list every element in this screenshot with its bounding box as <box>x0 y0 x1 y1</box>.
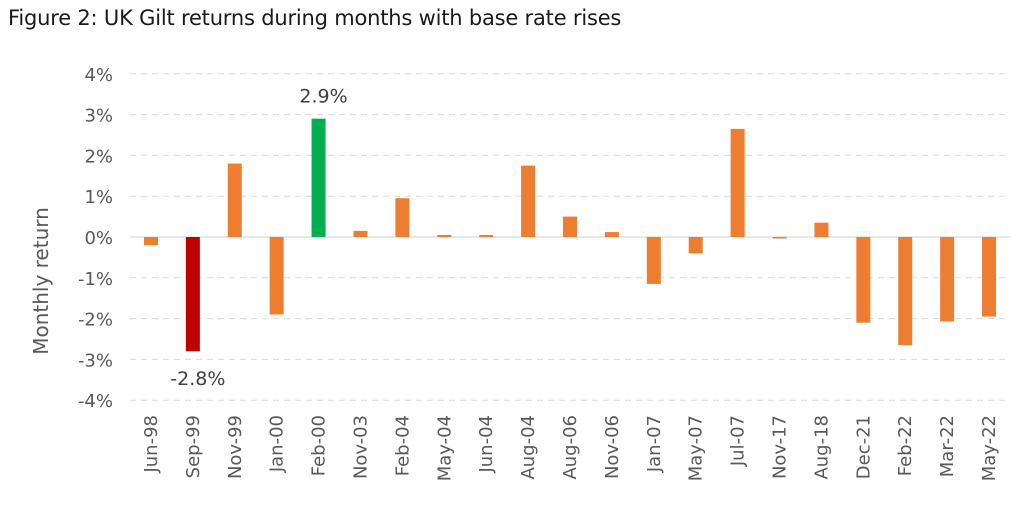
x-tick-label: Nov-17 <box>770 415 791 479</box>
y-tick-label: 1% <box>84 187 113 208</box>
x-axis-ticks: Jun-98 Sep-99 Nov-99 Jan-00 Feb-00 Nov-03 Feb-… <box>141 415 1000 481</box>
bar-Jan-07 <box>646 237 661 284</box>
x-tick-label: May-04 <box>434 415 455 481</box>
bar-May-22 <box>982 237 997 317</box>
bar-Jan-00 <box>269 237 284 315</box>
bar-Feb-00 <box>311 118 326 237</box>
x-tick-label: Jan-07 <box>644 415 665 473</box>
y-tick-label: 0% <box>84 228 113 249</box>
gridlines <box>130 73 1010 401</box>
x-tick-label: May-22 <box>979 415 1000 481</box>
x-tick-label: May-07 <box>686 415 707 481</box>
x-tick-label: Jun-04 <box>476 415 497 474</box>
x-tick-label: Nov-06 <box>602 415 623 479</box>
x-tick-label: Jun-98 <box>141 415 162 474</box>
bar-Feb-22 <box>898 237 913 346</box>
bar-Nov-99 <box>227 163 242 237</box>
data-label: -2.8% <box>170 368 225 390</box>
bar-Nov-03 <box>353 230 368 237</box>
x-tick-label: Jul-07 <box>728 415 749 467</box>
y-axis-ticks: -4% -3% -2% -1% 0% 1% 2% 3% 4% <box>78 65 113 412</box>
data-label: 2.9% <box>299 86 347 108</box>
x-tick-label: Aug-06 <box>560 415 581 480</box>
data-labels: 2.9% -2.8% <box>170 86 347 391</box>
bar-May-07 <box>688 237 703 254</box>
bar-Jun-04 <box>479 234 494 237</box>
bar-Dec-21 <box>856 237 871 323</box>
x-tick-label: Sep-99 <box>183 415 204 478</box>
x-tick-label: Aug-18 <box>811 415 832 480</box>
x-tick-label: Aug-04 <box>518 415 539 480</box>
y-tick-label: -2% <box>78 310 113 331</box>
bar-May-04 <box>437 234 452 237</box>
bar-Aug-18 <box>814 222 829 237</box>
bar-Mar-22 <box>940 237 955 322</box>
x-tick-label: Feb-22 <box>895 415 916 476</box>
y-tick-label: 3% <box>84 106 113 127</box>
x-tick-label: Feb-04 <box>392 415 413 476</box>
x-tick-label: Nov-03 <box>350 415 371 479</box>
bar-Feb-04 <box>395 198 410 237</box>
x-tick-label: Mar-22 <box>937 415 958 477</box>
bar-Jun-98 <box>143 237 158 246</box>
bar-Jul-07 <box>730 128 745 237</box>
y-tick-label: -4% <box>78 391 113 412</box>
y-tick-label: 4% <box>84 65 113 86</box>
bars <box>143 118 997 352</box>
bar-Aug-06 <box>563 216 577 237</box>
y-axis-label: Monthly return <box>29 207 53 355</box>
bar-Nov-17 <box>772 237 787 239</box>
bar-Nov-06 <box>604 232 619 237</box>
y-tick-label: -3% <box>78 350 113 371</box>
bar-Aug-04 <box>521 165 536 237</box>
y-tick-label: 2% <box>84 146 113 167</box>
x-tick-label: Nov-99 <box>225 415 246 479</box>
x-tick-label: Feb-00 <box>309 415 330 476</box>
x-tick-label: Dec-21 <box>853 415 874 479</box>
y-tick-label: -1% <box>78 269 113 290</box>
chart-title: Figure 2: UK Gilt returns during months … <box>8 6 622 30</box>
bar-Sep-99 <box>185 237 200 352</box>
x-tick-label: Jan-00 <box>267 415 288 473</box>
